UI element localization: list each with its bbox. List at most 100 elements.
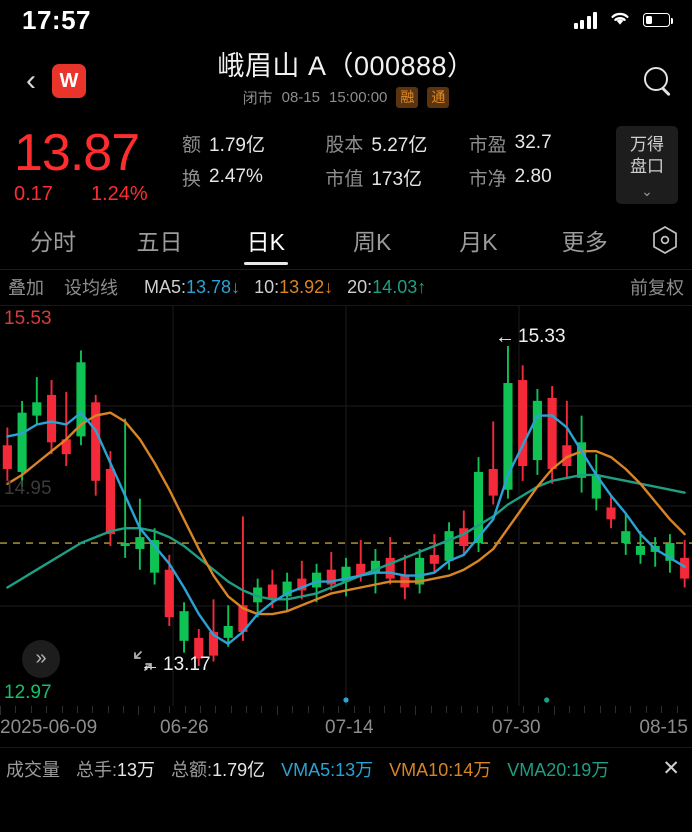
vol-value: 19万 [571, 759, 610, 780]
date-tick-0: 2025-06-09 [0, 716, 98, 738]
vol-key: VMA20: [507, 759, 572, 780]
ma10-dir-icon: ↓ [324, 276, 334, 297]
ma-values: MA5:13.78↓ 10:13.92↓ 20:14.03↑ [144, 277, 426, 298]
tab-wuri[interactable]: 五日 [136, 229, 183, 256]
stat-value: 2.80 [514, 166, 552, 187]
chevron-down-icon: ⌄ [641, 183, 653, 200]
ma20-key: 20: [347, 276, 373, 297]
search-icon[interactable] [642, 65, 674, 97]
close-icon[interactable]: ✕ [662, 757, 680, 781]
ma10-key: 10: [254, 276, 280, 297]
price-block: 13.87 0.17 1.24% [14, 126, 182, 206]
ma5-value: 13.78 [186, 276, 232, 297]
vma20: VMA20:19万 [507, 756, 609, 782]
vma5: VMA5:13万 [281, 756, 373, 782]
change-abs: 0.17 [14, 182, 53, 205]
overlay-button[interactable]: 叠加 [8, 278, 44, 299]
quote-panel: 13.87 0.17 1.24% 额 1.79亿 换 2.47% 股本 5.27… [0, 122, 692, 212]
tab-zhouk[interactable]: 周K [352, 229, 392, 256]
last-price: 13.87 [14, 124, 140, 182]
set-ma-button[interactable]: 设均线 [64, 278, 118, 299]
page-title: 峨眉山 A（000888） [217, 51, 475, 81]
stat-turnover: 换 2.47% [182, 160, 325, 194]
stat-pe: 市盈 32.7 [469, 126, 612, 160]
market-status-row: 闭市 08-15 15:00:00 融 通 [0, 87, 692, 108]
change-block: 0.17 1.24% [14, 183, 182, 206]
chart-canvas[interactable] [0, 305, 692, 706]
pankou-line2: 盘口 [630, 157, 664, 177]
stat-shares: 股本 5.27亿 [325, 126, 468, 160]
volume-footer: 成交量 总手:13万 总额:1.79亿 VMA5:13万 VMA10:14万 V… [0, 748, 692, 790]
vol-key: VMA10: [389, 759, 454, 780]
ma5-dir-icon: ↓ [231, 276, 241, 297]
stats-col-2: 股本 5.27亿 市值 173亿 [325, 126, 468, 194]
stats-col-1: 额 1.79亿 换 2.47% [182, 126, 325, 194]
ma10-item: 10:13.92↓ [254, 277, 333, 298]
tab-rik[interactable]: 日K [213, 212, 319, 269]
stat-label: 换 [182, 168, 202, 190]
tab-gengduo[interactable]: 更多 [561, 229, 608, 256]
status-time: 17:57 [22, 4, 91, 35]
badge-connect: 通 [427, 87, 450, 108]
vol-value: 13万 [335, 759, 374, 780]
candlestick-chart[interactable]: 15.53 14.95 12.97 ← 15.33 ← 13.17 » [0, 305, 692, 706]
stat-marketcap: 市值 173亿 [325, 160, 468, 194]
quote-date: 08-15 [281, 89, 320, 106]
pankou-line1: 万得 [630, 135, 664, 154]
stat-value: 32.7 [514, 132, 552, 153]
status-bar: 17:57 [0, 0, 692, 40]
vol-value: 1.79亿 [212, 759, 266, 780]
badge-margin: 融 [396, 87, 419, 108]
volume-total-amount: 总额:1.79亿 [171, 756, 265, 782]
wind-logo[interactable]: W [52, 64, 86, 98]
date-tick-4: 08-15 [639, 716, 688, 738]
tab-yuek[interactable]: 月K [459, 229, 498, 256]
date-tick-3: 07-30 [492, 716, 541, 738]
stat-label: 额 [182, 134, 202, 156]
stat-label: 市盈 [468, 134, 507, 156]
battery-low-icon [643, 13, 674, 27]
ma-indicator-row: 叠加 设均线 MA5:13.78↓ 10:13.92↓ 20:14.03↑ 前复… [0, 270, 692, 306]
vma10: VMA10:14万 [389, 756, 491, 782]
ma20-dir-icon: ↑ [417, 276, 427, 297]
ma5-key: MA5: [144, 276, 187, 297]
hexagon-settings-icon[interactable] [638, 225, 692, 255]
vol-value: 13万 [117, 759, 156, 780]
expand-chart-button[interactable]: » [22, 639, 60, 678]
pankou-button[interactable]: 万得 盘口 ⌄ [616, 126, 678, 205]
ma20-item: 20:14.03↑ [347, 277, 426, 298]
stat-value: 1.79亿 [209, 134, 265, 156]
stat-value: 2.47% [209, 166, 263, 187]
vol-key: VMA5: [281, 759, 336, 780]
volume-title: 成交量 [6, 759, 60, 780]
volume-total-hands: 总手:13万 [76, 756, 155, 782]
change-pct: 1.24% [90, 182, 148, 205]
quote-time: 15:00:00 [329, 89, 388, 106]
app-header: ‹ W 峨眉山 A（000888） 闭市 08-15 15:00:00 融 通 [0, 40, 692, 122]
market-status: 闭市 [242, 90, 273, 107]
tab-fenshi[interactable]: 分时 [30, 229, 77, 256]
stat-value: 5.27亿 [371, 134, 428, 156]
stats-col-3: 市盈 32.7 市净 2.80 [469, 126, 612, 194]
stat-label: 市净 [468, 168, 507, 190]
stat-label: 市值 [325, 168, 364, 190]
date-axis: 2025-06-09 06-26 07-14 07-30 08-15 [0, 705, 692, 748]
ma10-value: 13.92 [279, 276, 325, 297]
chart-tabs: 分时 五日 日K 周K 月K 更多 [0, 212, 692, 270]
stats-grid: 额 1.79亿 换 2.47% 股本 5.27亿 市值 173亿 市盈 32.7 [182, 126, 612, 194]
back-icon[interactable]: ‹ [26, 64, 36, 97]
stat-amount: 额 1.79亿 [182, 126, 325, 160]
axis-ticks [0, 705, 692, 715]
title-block: 峨眉山 A（000888） 闭市 08-15 15:00:00 融 通 [0, 44, 692, 108]
status-indicators [573, 9, 674, 31]
ma5-item: MA5:13.78↓ [144, 277, 240, 298]
adjust-button[interactable]: 前复权 [630, 278, 684, 299]
stat-value: 173亿 [371, 168, 423, 190]
stat-label: 股本 [325, 134, 364, 156]
vol-key: 总额: [171, 759, 213, 780]
date-tick-2: 07-14 [325, 716, 374, 738]
wifi-icon [608, 9, 632, 31]
vol-value: 14万 [453, 759, 492, 780]
zoom-target-icon[interactable] [128, 646, 158, 676]
ma20-value: 14.03 [372, 276, 418, 297]
